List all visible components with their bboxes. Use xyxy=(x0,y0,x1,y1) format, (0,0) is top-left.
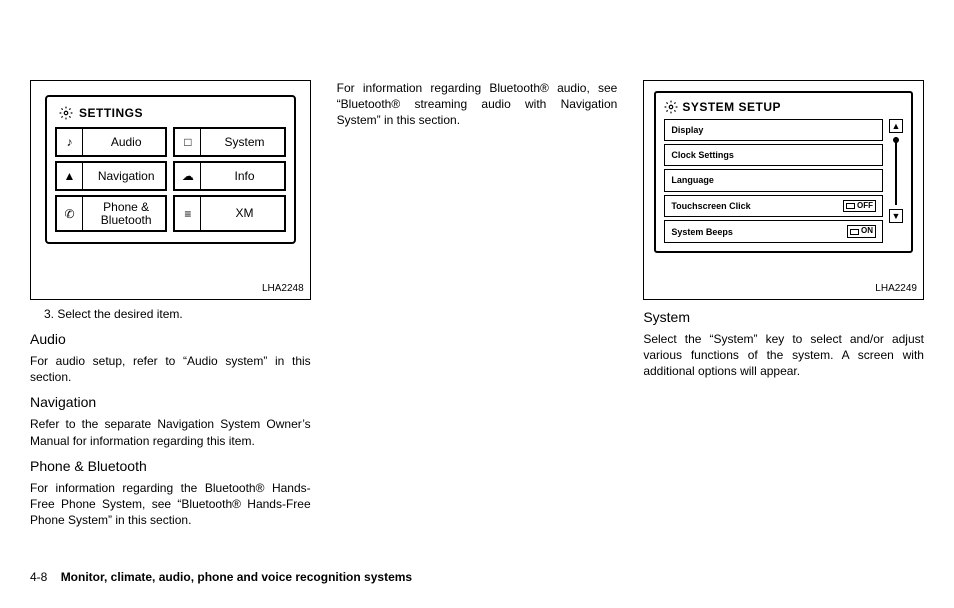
paragraph-phone-bluetooth: For information regarding the Bluetooth®… xyxy=(30,480,311,529)
settings-grid: ♪ Audio □ System ▲ Navigation ☁ Info xyxy=(55,127,286,232)
settings-button-audio[interactable]: ♪ Audio xyxy=(55,127,167,157)
row-label: Clock Settings xyxy=(671,149,734,161)
page-columns: SETTINGS ♪ Audio □ System ▲ Navigation xyxy=(30,80,924,540)
row-label: Touchscreen Click xyxy=(671,200,750,212)
row-language[interactable]: Language xyxy=(664,169,883,191)
scroll-thumb[interactable] xyxy=(893,137,899,143)
settings-button-label: System xyxy=(205,132,283,153)
info-icon: ☁ xyxy=(175,163,201,189)
system-setup-header: SYSTEM SETUP xyxy=(664,99,905,119)
column-1: SETTINGS ♪ Audio □ System ▲ Navigation xyxy=(30,80,311,540)
figure-code: LHA2248 xyxy=(262,282,304,296)
paragraph-audio: For audio setup, refer to “Audio system”… xyxy=(30,353,311,385)
settings-title: SETTINGS xyxy=(79,105,143,121)
settings-button-label: Navigation xyxy=(87,166,165,187)
gear-icon xyxy=(664,100,678,114)
settings-button-phone-bluetooth[interactable]: ✆ Phone & Bluetooth xyxy=(55,195,167,232)
monitor-icon: □ xyxy=(175,129,201,155)
heading-phone-bluetooth: Phone & Bluetooth xyxy=(30,457,311,476)
row-touchscreen-click[interactable]: Touchscreen Click OFF xyxy=(664,195,883,218)
figure-settings: SETTINGS ♪ Audio □ System ▲ Navigation xyxy=(30,80,311,300)
column-3: SYSTEM SETUP Display Clock Settings Lang… xyxy=(643,80,924,540)
settings-button-navigation[interactable]: ▲ Navigation xyxy=(55,161,167,191)
settings-button-label: Phone & Bluetooth xyxy=(87,197,165,230)
scroll-track[interactable] xyxy=(895,137,897,205)
toggle-value: ON xyxy=(861,226,873,237)
row-system-beeps[interactable]: System Beeps ON xyxy=(664,220,883,243)
system-setup-list: Display Clock Settings Language Touchscr… xyxy=(664,119,883,243)
footer-title: Monitor, climate, audio, phone and voice… xyxy=(61,570,412,584)
paragraph-bluetooth-audio: For information regarding Bluetooth® aud… xyxy=(337,80,618,129)
paragraph-navigation: Refer to the separate Navigation System … xyxy=(30,416,311,448)
settings-button-xm[interactable]: ≡ XM xyxy=(173,195,285,232)
scroll-up-icon[interactable]: ▲ xyxy=(889,119,903,133)
nav-arrow-icon: ▲ xyxy=(57,163,83,189)
step-3: 3. Select the desired item. xyxy=(44,306,311,322)
heading-audio: Audio xyxy=(30,330,311,349)
settings-button-label: XM xyxy=(205,203,283,224)
settings-button-info[interactable]: ☁ Info xyxy=(173,161,285,191)
row-label: Display xyxy=(671,124,703,136)
settings-panel: SETTINGS ♪ Audio □ System ▲ Navigation xyxy=(45,95,296,244)
system-setup-title: SYSTEM SETUP xyxy=(682,99,781,115)
system-setup-panel: SYSTEM SETUP Display Clock Settings Lang… xyxy=(654,91,913,253)
row-label: System Beeps xyxy=(671,226,733,238)
toggle-bar-icon xyxy=(850,229,859,235)
system-setup-body: Display Clock Settings Language Touchscr… xyxy=(664,119,905,243)
toggle-bar-icon xyxy=(846,203,855,209)
figure-code: LHA2249 xyxy=(875,282,917,296)
toggle-value: OFF xyxy=(857,201,873,212)
scroll-down-icon[interactable]: ▼ xyxy=(889,209,903,223)
settings-panel-header: SETTINGS xyxy=(55,103,286,127)
page-footer: 4-8 Monitor, climate, audio, phone and v… xyxy=(30,570,924,584)
gear-icon xyxy=(59,106,73,120)
figure-system-setup: SYSTEM SETUP Display Clock Settings Lang… xyxy=(643,80,924,300)
row-label: Language xyxy=(671,174,714,186)
toggle-system-beeps[interactable]: ON xyxy=(847,225,876,238)
column-2: For information regarding Bluetooth® aud… xyxy=(337,80,618,540)
settings-button-label: Info xyxy=(205,166,283,187)
settings-button-system[interactable]: □ System xyxy=(173,127,285,157)
radio-icon: ≡ xyxy=(175,197,201,230)
scrollbar[interactable]: ▲ ▼ xyxy=(887,119,905,223)
music-note-icon: ♪ xyxy=(57,129,83,155)
paragraph-system: Select the “System” key to select and/or… xyxy=(643,331,924,380)
row-clock-settings[interactable]: Clock Settings xyxy=(664,144,883,166)
heading-navigation: Navigation xyxy=(30,393,311,412)
page-number: 4-8 xyxy=(30,570,47,584)
phone-icon: ✆ xyxy=(57,197,83,230)
heading-system: System xyxy=(643,308,924,327)
toggle-touchscreen-click[interactable]: OFF xyxy=(843,200,876,213)
row-display[interactable]: Display xyxy=(664,119,883,141)
settings-button-label: Audio xyxy=(87,132,165,153)
